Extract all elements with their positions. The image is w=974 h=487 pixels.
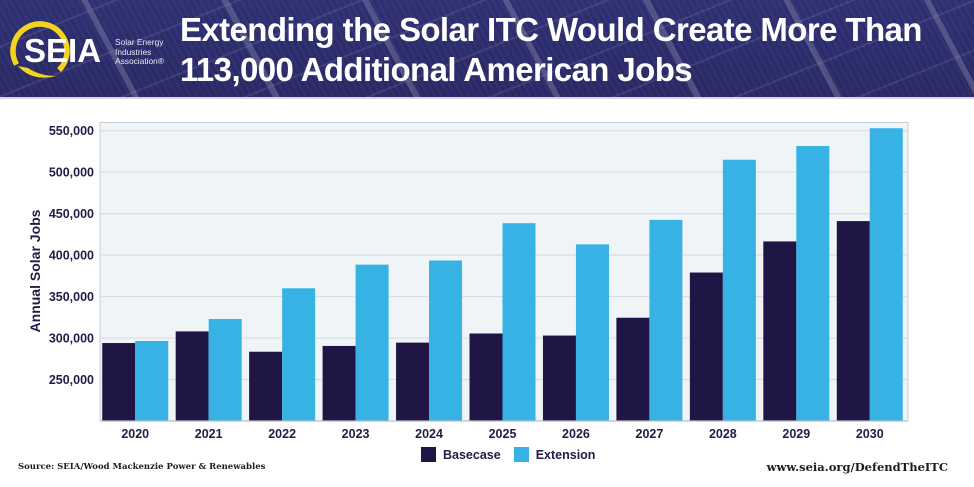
x-tick-label: 2021 [195, 427, 223, 441]
x-tick-label: 2022 [268, 427, 296, 441]
title-line-1: Extending the Solar ITC Would Create Mor… [180, 11, 922, 48]
solar-panel-background [0, 0, 974, 99]
y-tick-label: 450,000 [49, 207, 94, 221]
bars [102, 128, 903, 422]
page-title: Extending the Solar ITC Would Create Mor… [180, 10, 970, 90]
x-tick-label: 2029 [782, 427, 810, 441]
bar-extension-2027 [649, 219, 683, 421]
bar-extension-2030 [869, 128, 903, 421]
bar-basecase-2030 [836, 221, 870, 421]
legend-label: Basecase [443, 447, 501, 462]
bar-extension-2022 [282, 288, 316, 421]
bar-extension-2024 [429, 260, 463, 421]
title-line-2: 113,000 Additional American Jobs [180, 51, 693, 88]
bar-basecase-2022 [249, 351, 283, 421]
bar-basecase-2026 [542, 335, 576, 421]
logo-org-name: Solar Energy Industries Association® [115, 37, 164, 67]
legend-swatch-basecase [421, 447, 436, 462]
logo-org-line: Solar Energy [115, 37, 164, 47]
bar-basecase-2023 [322, 345, 356, 421]
logo-wordmark: SEIA [24, 32, 102, 69]
bar-extension-2025 [502, 223, 536, 421]
logo-org-line: Association® [115, 56, 164, 66]
y-tick-label: 300,000 [49, 332, 94, 346]
legend-item-basecase: Basecase [421, 447, 501, 462]
bar-chart: 250,000 300,000 350,000 400,000 450,000 500,0… [27, 122, 909, 441]
bar-extension-2023 [355, 264, 389, 421]
y-tick-label: 500,000 [49, 166, 94, 180]
bar-basecase-2025 [469, 333, 503, 421]
legend-item-extension: Extension [513, 447, 596, 462]
bar-basecase-2027 [616, 317, 650, 421]
bar-extension-2028 [722, 159, 756, 422]
bar-basecase-2028 [689, 272, 723, 421]
bar-extension-2021 [208, 318, 242, 421]
x-tick-label: 2025 [489, 427, 517, 441]
logo-org-line: Industries [115, 46, 152, 57]
bar-basecase-2021 [175, 331, 209, 421]
legend-label: Extension [535, 447, 596, 462]
seia-logo: SEIA Solar Energy Industries Association… [10, 20, 170, 82]
legend-swatch-extension [513, 447, 529, 462]
campaign-url[interactable]: www.seia.org/DefendTheITC [766, 460, 948, 474]
x-tick-label: 2024 [415, 427, 443, 441]
x-tick-label: 2020 [121, 427, 149, 441]
header-divider [0, 97, 974, 99]
bar-basecase-2020 [102, 343, 136, 421]
x-tick-label: 2026 [562, 427, 590, 441]
source-note: Source: SEIA/Wood Mackenzie Power & Rene… [18, 462, 266, 472]
x-tick-label: 2030 [856, 427, 884, 441]
bar-extension-2026 [575, 244, 609, 421]
y-tick-label: 550,000 [49, 124, 94, 138]
chart-legend: Basecase Extension [421, 447, 600, 462]
x-tick-label: 2027 [636, 427, 664, 441]
sun-arc-icon [10, 21, 70, 81]
x-tick-label: 2028 [709, 427, 737, 441]
y-axis-ticks: 250,000 300,000 350,000 400,000 450,000 500,0… [49, 124, 94, 387]
bar-basecase-2024 [396, 342, 430, 421]
x-axis-ticks: 2020 2021 2022 2023 2024 2025 2026 2027 2028 2029… [121, 427, 883, 441]
header-banner: SEIA Solar Energy Industries Association… [0, 0, 974, 99]
y-tick-label: 250,000 [49, 373, 94, 387]
bar-extension-2020 [135, 340, 169, 421]
x-tick-label: 2023 [342, 427, 370, 441]
y-axis-label: Annual Solar Jobs [27, 209, 43, 332]
bar-basecase-2029 [763, 241, 797, 421]
y-tick-label: 400,000 [49, 249, 94, 263]
bar-extension-2029 [796, 146, 830, 421]
y-tick-label: 350,000 [49, 290, 94, 304]
